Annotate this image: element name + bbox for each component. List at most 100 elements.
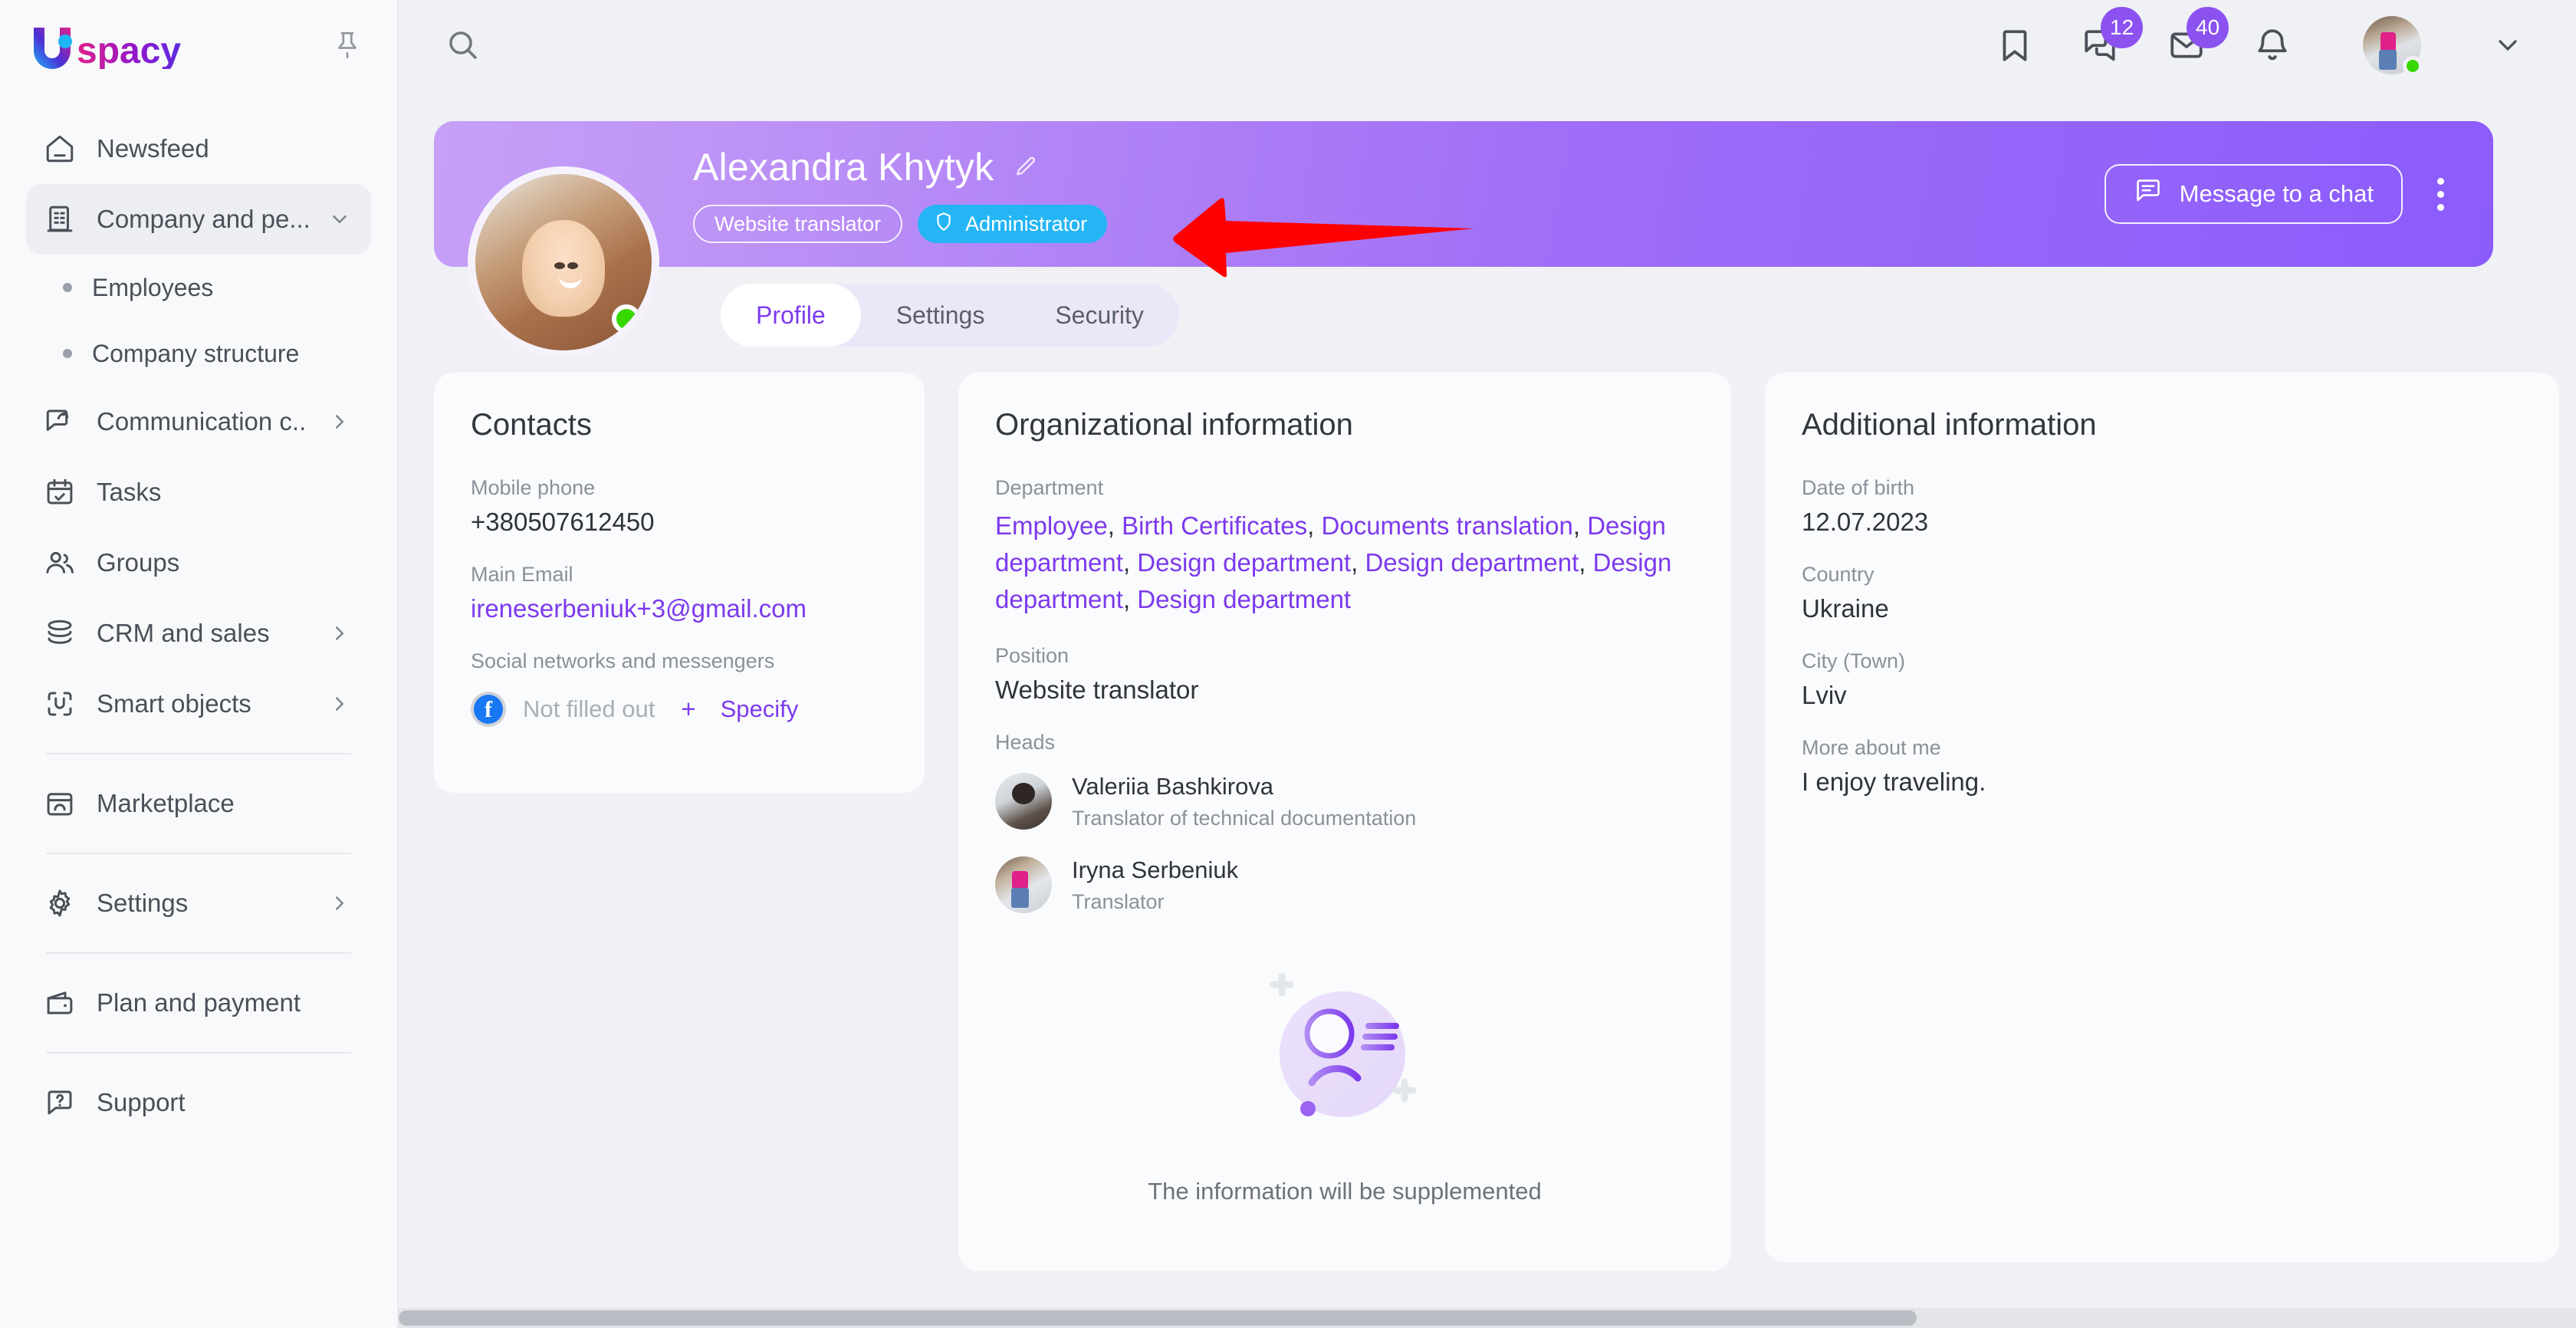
sidebar-item-tasks[interactable]: Tasks <box>26 457 371 528</box>
department-link[interactable]: Design department <box>1137 547 1352 577</box>
search-icon[interactable] <box>434 16 492 74</box>
pencil-icon[interactable] <box>1014 155 1038 179</box>
org-card-title: Organizational information <box>995 408 1353 442</box>
uspacy-logo[interactable]: spacy <box>29 21 221 69</box>
sidebar-divider <box>46 952 351 954</box>
tab-profile[interactable]: Profile <box>721 284 861 347</box>
department-link[interactable]: Employee <box>995 511 1108 540</box>
sidebar-item-plan-and-payment[interactable]: Plan and payment <box>26 968 371 1038</box>
list-item[interactable]: Valeriia Bashkirova Translator of techni… <box>995 773 1694 830</box>
sidebar-item-groups[interactable]: Groups <box>26 528 371 598</box>
mail-icon[interactable]: 40 <box>2165 7 2229 67</box>
field-label: Position <box>995 643 1070 667</box>
list-item[interactable]: Iryna Serbeniuk Translator <box>995 856 1694 914</box>
sidebar-item-communication-center[interactable]: Communication c... <box>26 386 371 457</box>
department-link[interactable]: Design department <box>995 511 1666 577</box>
field-mobile-phone: Mobile phone +380507612450 <box>471 476 888 537</box>
tab-label: Settings <box>895 301 985 329</box>
calendar-check-icon <box>43 475 77 509</box>
field-value: +380507612450 <box>471 508 655 536</box>
department-link[interactable]: Design department <box>995 547 1672 613</box>
field-value-email-link[interactable]: ireneserbeniuk+3@gmail.com <box>471 594 807 623</box>
sidebar-item-marketplace[interactable]: Marketplace <box>26 768 371 839</box>
department-link[interactable]: Design department <box>1365 547 1579 577</box>
field-date-of-birth: Date of birth 12.07.2023 <box>1802 476 2522 537</box>
sidebar-item-employees[interactable]: Employees <box>26 255 371 320</box>
sidebar-header: spacy <box>0 0 397 90</box>
sidebar-item-newsfeed[interactable]: Newsfeed <box>26 113 371 184</box>
user-avatar[interactable] <box>2363 16 2423 76</box>
page-title: Alexandra Khytyk <box>693 146 994 189</box>
sidebar-item-crm-and-sales[interactable]: CRM and sales <box>26 598 371 669</box>
profile-name-row: Alexandra Khytyk <box>693 145 2104 189</box>
sidebar-item-smart-objects[interactable]: Smart objects <box>26 669 371 739</box>
chevron-right-icon[interactable] <box>328 892 351 915</box>
banner-actions: Message to a chat <box>2104 164 2461 224</box>
tab-security[interactable]: Security <box>1020 284 1179 347</box>
chevron-right-icon[interactable] <box>328 622 351 645</box>
more-vertical-icon[interactable] <box>2420 164 2461 224</box>
head-name: Valeriia Bashkirova <box>1072 772 1274 800</box>
banner-inner: Alexandra Khytyk Website translator <box>434 121 2493 358</box>
tab-label: Security <box>1055 301 1144 329</box>
chip-position[interactable]: Website translator <box>693 205 903 243</box>
sidebar-item-support[interactable]: Support <box>26 1067 371 1138</box>
status-badge <box>2403 56 2423 76</box>
field-label: Department <box>995 476 1104 499</box>
plus-icon: + <box>681 695 696 723</box>
sidebar: spacy Newsfeed <box>0 0 399 1328</box>
sidebar-nav: Newsfeed Company and pe... Employees <box>0 90 397 1138</box>
department-links: Employee, Birth Certificates, Documents … <box>995 511 1672 613</box>
bookmark-icon[interactable] <box>1993 24 2036 67</box>
topbar: 12 40 <box>399 0 2576 90</box>
chats-icon[interactable]: 12 <box>2079 7 2144 67</box>
head-position: Translator of technical documentation <box>1072 806 1417 830</box>
contacts-card: Contacts Mobile phone +380507612450 Main… <box>434 373 925 793</box>
department-link[interactable]: Design department <box>1137 584 1352 613</box>
chevron-right-icon[interactable] <box>328 410 351 433</box>
avatar-face <box>522 219 605 317</box>
content-area: Alexandra Khytyk Website translator <box>399 90 2576 1328</box>
contacts-card-title: Contacts <box>471 408 592 442</box>
sidebar-item-company-structure[interactable]: Company structure <box>26 320 371 386</box>
department-link[interactable]: Documents translation <box>1321 511 1573 540</box>
topbar-actions: 12 40 <box>1993 7 2528 76</box>
sidebar-item-company-and-people[interactable]: Company and pe... <box>26 184 371 255</box>
horizontal-scrollbar[interactable] <box>399 1308 2576 1328</box>
sidebar-item-settings[interactable]: Settings <box>26 868 371 938</box>
tab-settings[interactable]: Settings <box>861 284 1020 347</box>
profile-chips: Website translator Administrator <box>693 205 2104 243</box>
chat-arrow-icon <box>43 405 77 439</box>
profile-avatar[interactable] <box>468 166 659 358</box>
profile-tabs: Profile Settings Security <box>721 284 1179 347</box>
additional-information-card: Additional information Date of birth 12.… <box>1765 373 2559 1262</box>
gear-icon <box>43 886 77 920</box>
field-label: Heads <box>995 730 1056 754</box>
field-country: Country Ukraine <box>1802 563 2522 623</box>
chevron-down-icon[interactable] <box>328 208 351 231</box>
pin-icon[interactable] <box>331 29 363 61</box>
empty-state: The information will be supplemented <box>995 966 1694 1231</box>
chip-administrator[interactable]: Administrator <box>918 205 1108 243</box>
avatar <box>995 856 1052 914</box>
scrollbar-thumb[interactable] <box>399 1310 1917 1326</box>
scan-icon <box>43 687 77 721</box>
tab-label: Profile <box>756 301 826 329</box>
field-label: Social networks and messengers <box>471 649 775 672</box>
bell-icon[interactable] <box>2251 24 2294 67</box>
facebook-icon[interactable]: f <box>471 692 506 727</box>
field-label: More about me <box>1802 736 1941 759</box>
bullet-icon <box>63 283 72 292</box>
building-icon <box>43 202 77 236</box>
message-to-chat-button[interactable]: Message to a chat <box>2104 164 2403 224</box>
avatar-smile <box>558 276 582 288</box>
department-link[interactable]: Birth Certificates <box>1122 511 1308 540</box>
specify-link[interactable]: Specify <box>720 695 799 722</box>
avatar-eye-right <box>567 262 579 270</box>
field-position: Position Website translator <box>995 644 1694 705</box>
chevron-right-icon[interactable] <box>328 692 351 715</box>
chevron-down-icon[interactable] <box>2487 25 2528 66</box>
mail-badge: 40 <box>2187 7 2229 48</box>
sad-face-illustration <box>1257 966 1433 1142</box>
social-not-filled-label: Not filled out <box>523 695 656 722</box>
